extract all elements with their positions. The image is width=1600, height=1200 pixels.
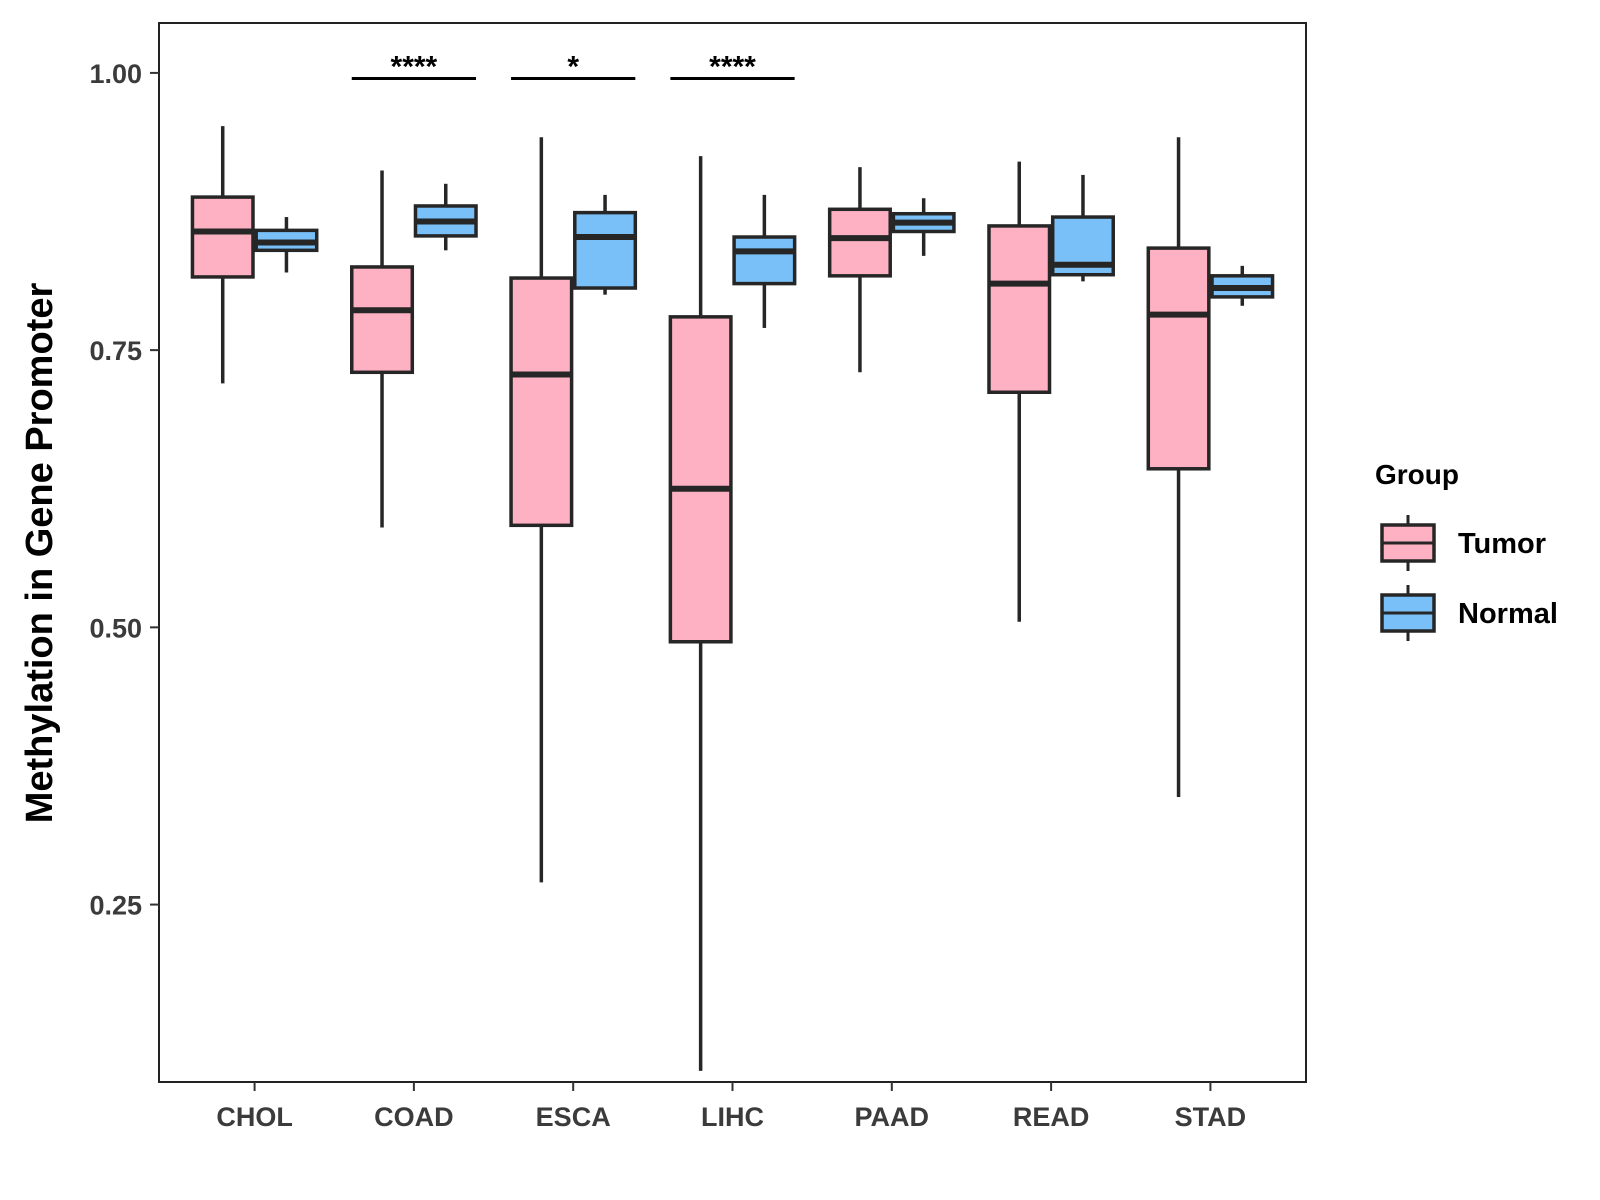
- y-tick-label: 0.50: [89, 613, 142, 643]
- y-tick-label: 0.75: [89, 336, 142, 366]
- x-tick-label: READ: [1013, 1102, 1090, 1132]
- box-tumor-paad: [827, 207, 892, 278]
- x-tick-label: STAD: [1175, 1102, 1247, 1132]
- x-axis: CHOL COAD ESCA LIHC PAAD READ STAD: [216, 1082, 1246, 1132]
- significance-label-coad: ****: [391, 50, 438, 83]
- x-tick-label: COAD: [374, 1102, 454, 1132]
- legend: Group Tumor Normal: [1375, 459, 1558, 641]
- legend-label-tumor: Tumor: [1458, 528, 1546, 560]
- box-normal-esca: [573, 210, 638, 290]
- significance-label-lihc: ****: [709, 50, 756, 83]
- box-tumor-stad: [1146, 246, 1211, 471]
- y-axis: 0.25 0.50 0.75 1.00: [89, 59, 159, 921]
- legend-label-normal: Normal: [1458, 598, 1558, 630]
- y-axis-title: Methylation in Gene Promoter: [19, 283, 61, 824]
- box-tumor-read: [987, 224, 1052, 395]
- x-tick-label: ESCA: [536, 1102, 611, 1132]
- box-tumor-esca: [509, 276, 574, 528]
- box-tumor-coad: [350, 265, 415, 375]
- chart-marks: **** * ****: [190, 50, 1275, 1071]
- x-tick-label: CHOL: [216, 1102, 293, 1132]
- y-tick-label: 1.00: [89, 59, 142, 89]
- legend-title: Group: [1375, 459, 1459, 490]
- box-tumor-chol: [190, 195, 255, 279]
- box-normal-lihc: [732, 235, 797, 286]
- x-tick-label: PAAD: [855, 1102, 930, 1132]
- significance-label-esca: *: [567, 50, 579, 83]
- box-tumor-lihc: [668, 315, 733, 644]
- y-tick-label: 0.25: [89, 891, 142, 921]
- x-tick-label: LIHC: [701, 1102, 764, 1132]
